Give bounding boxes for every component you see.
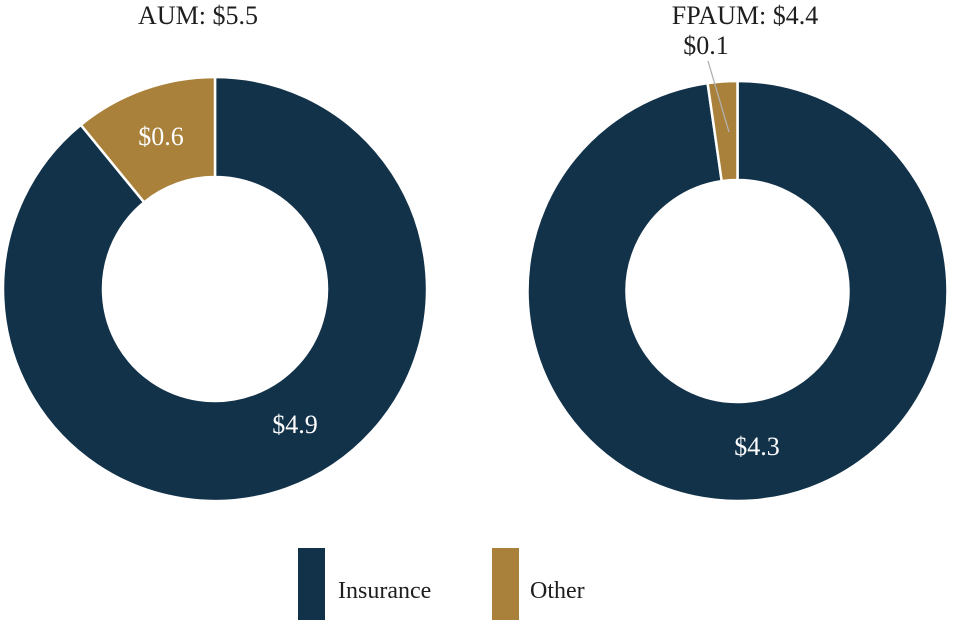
donut-slice-other-0 bbox=[79, 75, 217, 205]
callout-leader-line bbox=[707, 60, 730, 133]
slice-label-insurance-fpaum: $4.3 bbox=[734, 432, 780, 462]
donut-slice-insurance-1 bbox=[526, 79, 949, 503]
slice-label-other-aum: $0.6 bbox=[138, 122, 184, 152]
legend-swatch-other bbox=[492, 548, 519, 620]
legend-swatch-insurance bbox=[298, 548, 325, 620]
legend-label-insurance: Insurance bbox=[338, 578, 432, 604]
slice-callout-other-fpaum: $0.1 bbox=[683, 31, 729, 60]
donut-slice-other-1 bbox=[706, 79, 739, 183]
chart-title-aum: AUM: $5.5 bbox=[138, 1, 258, 30]
legend-label-other: Other bbox=[530, 578, 585, 604]
donut-slice-insurance-0 bbox=[1, 75, 429, 503]
slice-label-insurance-aum: $4.9 bbox=[272, 410, 318, 440]
chart-title-fpaum: FPAUM: $4.4 bbox=[671, 1, 819, 30]
